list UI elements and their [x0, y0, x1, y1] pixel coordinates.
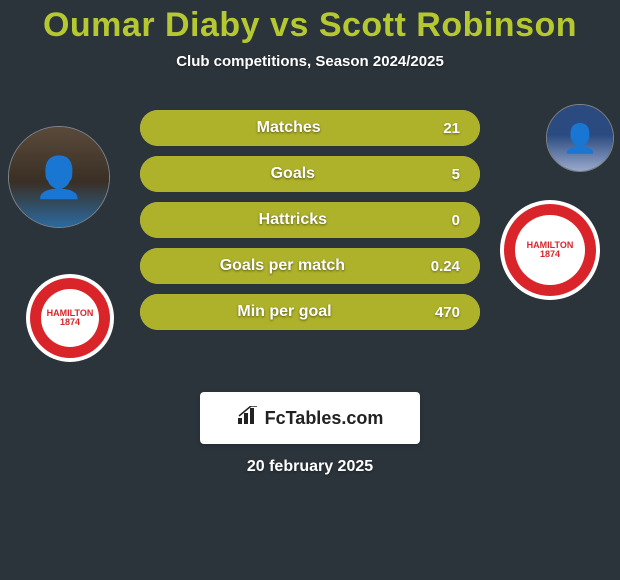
player-left-name: Oumar Diaby	[43, 6, 260, 44]
stat-value: 0	[446, 212, 480, 229]
bar-chart-icon	[237, 406, 259, 431]
brand-text: FcTables.com	[265, 408, 384, 429]
club-badge-year: 1874	[540, 250, 560, 259]
club-ring-icon: HAMILTON 1874	[30, 278, 110, 358]
stat-value: 470	[429, 304, 480, 321]
stat-label: Min per goal	[140, 303, 429, 321]
stat-row: Hattricks 0	[140, 202, 480, 238]
stat-row: Matches 21	[140, 110, 480, 146]
player-right-club-badge: HAMILTON 1874	[500, 200, 600, 300]
avatar-fallback-icon: 👤	[547, 105, 613, 171]
club-ring-icon: HAMILTON 1874	[504, 204, 596, 296]
stat-row: Goals 5	[140, 156, 480, 192]
stat-value: 0.24	[425, 258, 480, 275]
comparison-card: Oumar Diaby vs Scott Robinson Club compe…	[0, 0, 620, 580]
page-title: Oumar Diaby vs Scott Robinson	[0, 6, 620, 45]
stat-row: Goals per match 0.24	[140, 248, 480, 284]
stat-label: Matches	[140, 119, 437, 137]
stat-value: 5	[446, 166, 480, 183]
player-right-avatar: 👤	[546, 104, 614, 172]
stat-label: Goals per match	[140, 257, 425, 275]
stat-label: Hattricks	[140, 211, 446, 229]
footer-date: 20 february 2025	[0, 458, 620, 476]
stat-row: Min per goal 470	[140, 294, 480, 330]
vs-separator: vs	[260, 6, 319, 44]
club-badge-year: 1874	[60, 318, 80, 327]
stat-value: 21	[437, 120, 480, 137]
player-left-club-badge: HAMILTON 1874	[26, 274, 114, 362]
stats-bars: Matches 21 Goals 5 Hattricks 0 Goals per…	[140, 110, 480, 330]
stat-label: Goals	[140, 165, 446, 183]
subtitle: Club competitions, Season 2024/2025	[0, 53, 620, 70]
main-area: 👤 👤 HAMILTON 1874 HAMILTON 1874	[0, 104, 620, 364]
player-left-avatar: 👤	[8, 126, 110, 228]
brand-box[interactable]: FcTables.com	[200, 392, 420, 444]
player-right-name: Scott Robinson	[319, 6, 577, 44]
avatar-fallback-icon: 👤	[9, 127, 109, 227]
